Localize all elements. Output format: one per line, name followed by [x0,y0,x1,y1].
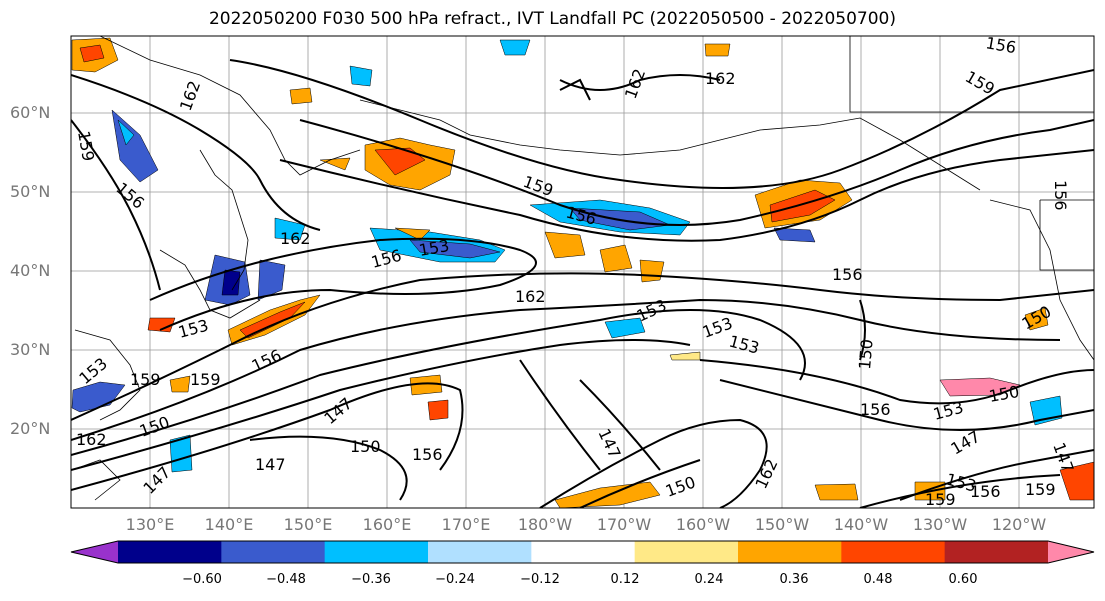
lat-label-30n: 30°N [10,340,51,359]
contour-label: 162 [76,430,107,449]
colorbar-tick: −0.60 [182,572,222,587]
lon-label-140e: 140°E [204,515,254,534]
contour-label: 159 [925,490,956,509]
contour-label: 150 [350,437,381,456]
map-frame [70,35,1095,509]
lat-label-60n: 60°N [10,103,51,122]
lon-label-180w: 180°W [517,515,573,534]
colorbar-tick: 0.24 [694,572,724,587]
contour-label: 159 [190,370,221,389]
colorbar-tick: 0.60 [948,572,978,587]
contour-label: 156 [832,265,863,284]
lat-label-40n: 40°N [10,261,51,280]
contour-label: 162 [280,229,311,248]
colorbar-tick: 0.48 [863,572,893,587]
lon-label-120w: 120°W [991,515,1047,534]
contour-label: 159 [130,370,161,389]
contour-label: 162 [515,287,546,306]
contour-label: 156 [412,445,443,464]
lon-label-150e: 150°E [283,515,333,534]
colorbar-tick: −0.12 [520,572,560,587]
lon-label-170e: 170°E [441,515,491,534]
lat-label-20n: 20°N [10,419,51,438]
colorbar-tick: −0.36 [351,572,391,587]
lon-label-140w: 140°W [833,515,889,534]
colorbar-tick: 0.12 [610,572,640,587]
lon-label-150w: 150°W [754,515,810,534]
contour-label: 150 [855,338,877,370]
contour-label: 162 [705,69,736,88]
colorbar-tick: 0.36 [779,572,809,587]
contour-label: 156 [970,482,1001,501]
lon-label-130w: 130°W [912,515,968,534]
lon-label-160w: 160°W [675,515,731,534]
contour-label: 147 [255,455,286,474]
lon-label-130e: 130°E [125,515,175,534]
lat-label-50n: 50°N [10,182,51,201]
coastlines [71,36,1094,501]
map-title: 2022050200 F030 500 hPa refract., IVT La… [208,9,896,29]
colorbar-tick: −0.48 [266,572,306,587]
contour-label: 156 [860,400,891,419]
refractivity-contours [71,59,1094,508]
contour-label: 156 [1051,180,1070,211]
contour-label: 159 [1025,480,1056,499]
lon-label-160e: 160°E [362,515,412,534]
colorbar-tick: −0.24 [435,572,475,587]
gridlines [71,36,1094,508]
lon-label-170w: 170°W [596,515,652,534]
